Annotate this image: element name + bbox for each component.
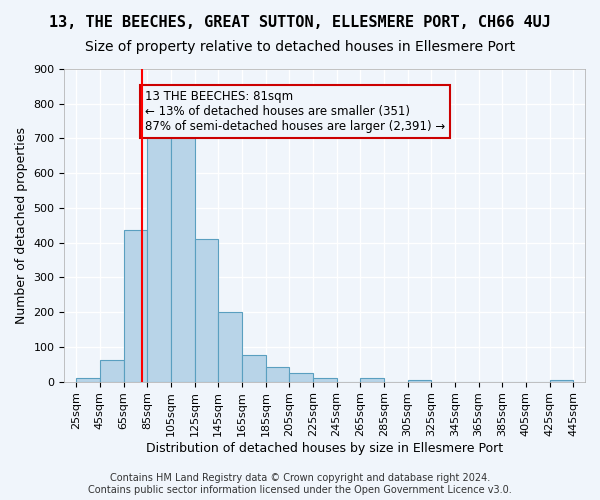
Bar — [218, 312, 242, 382]
Text: 13, THE BEECHES, GREAT SUTTON, ELLESMERE PORT, CH66 4UJ: 13, THE BEECHES, GREAT SUTTON, ELLESMERE… — [49, 15, 551, 30]
Bar — [194, 240, 218, 382]
Bar — [313, 378, 337, 382]
X-axis label: Distribution of detached houses by size in Ellesmere Port: Distribution of detached houses by size … — [146, 442, 503, 455]
Bar — [76, 378, 100, 382]
Text: 13 THE BEECHES: 81sqm
← 13% of detached houses are smaller (351)
87% of semi-det: 13 THE BEECHES: 81sqm ← 13% of detached … — [145, 90, 445, 133]
Bar — [266, 367, 289, 382]
Bar — [100, 360, 124, 382]
Y-axis label: Number of detached properties: Number of detached properties — [15, 127, 28, 324]
Bar — [360, 378, 384, 382]
Bar — [407, 380, 431, 382]
Bar — [289, 373, 313, 382]
Bar — [242, 354, 266, 382]
Text: Contains HM Land Registry data © Crown copyright and database right 2024.
Contai: Contains HM Land Registry data © Crown c… — [88, 474, 512, 495]
Bar — [550, 380, 573, 382]
Bar — [147, 121, 171, 382]
Bar — [124, 230, 147, 382]
Text: Size of property relative to detached houses in Ellesmere Port: Size of property relative to detached ho… — [85, 40, 515, 54]
Bar — [171, 122, 194, 382]
